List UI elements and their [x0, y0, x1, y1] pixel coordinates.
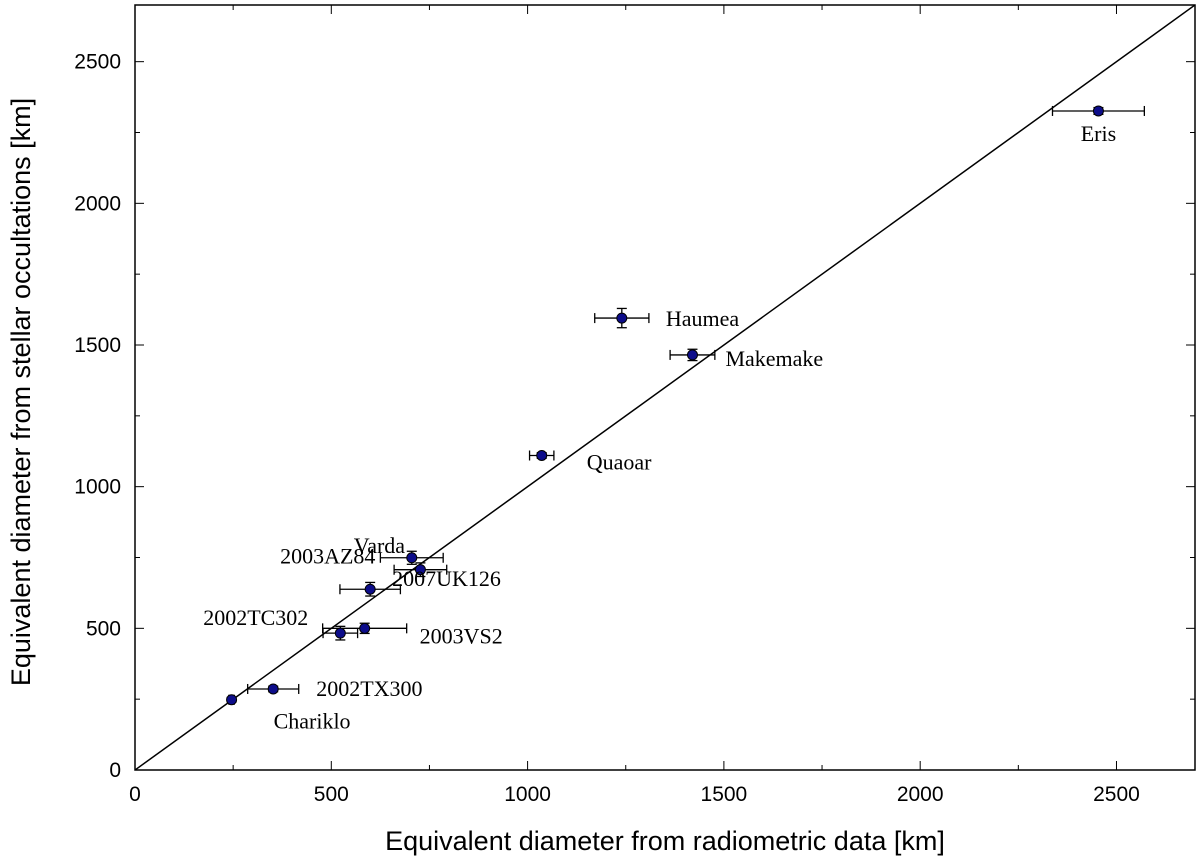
x-tick-label: 0: [129, 783, 141, 806]
x-tick-label: 1000: [504, 783, 551, 806]
x-axis-title: Equivalent diameter from radiometric dat…: [385, 826, 945, 856]
points-layer: [226, 105, 1104, 706]
point-label: Chariklo: [274, 709, 351, 734]
data-point: [406, 552, 418, 564]
reference-line-layer: [135, 5, 1195, 770]
data-point: [226, 694, 238, 706]
data-point: [536, 450, 548, 461]
point-label: 2003AZ84: [280, 544, 375, 569]
ticks-layer: 0 500 1000 1500 2000 2500 0 500 1000 1500 2000 2500: [74, 5, 1195, 806]
data-point: [364, 583, 376, 595]
x-tick-label: 500: [314, 783, 349, 806]
x-tick-label: 1500: [701, 783, 748, 806]
x-tick-label: 2000: [897, 783, 944, 806]
data-point: [359, 622, 371, 634]
y-tick-label: 2000: [74, 192, 121, 215]
point-label: Makemake: [725, 346, 823, 371]
point-label: Varda: [354, 533, 406, 558]
data-point: [414, 564, 426, 576]
y-tick-label: 1000: [74, 476, 121, 499]
data-point: [686, 349, 698, 361]
point-label: 2007UK126: [392, 566, 501, 591]
point-label: 2002TC302: [203, 605, 308, 630]
data-point: [1092, 105, 1104, 117]
data-point: [334, 627, 346, 639]
reference-line: [135, 5, 1195, 770]
y-axis-title: Equivalent diameter from stellar occulta…: [6, 98, 36, 686]
y-tick-label: 1500: [74, 334, 121, 357]
y-tick-label: 500: [86, 617, 121, 640]
point-label: 2002TX300: [316, 676, 422, 701]
point-label: Quaoar: [587, 450, 652, 475]
plot-frame: [134, 4, 1196, 771]
point-label: 2003VS2: [420, 623, 503, 648]
data-point: [267, 683, 279, 695]
point-label: Haumea: [666, 306, 740, 331]
point-label: Eris: [1081, 121, 1116, 146]
y-tick-label: 2500: [74, 51, 121, 74]
data-point: [616, 312, 628, 324]
error-bars-layer: [226, 105, 1146, 705]
y-tick-label: 0: [109, 759, 121, 782]
x-tick-label: 2500: [1093, 783, 1140, 806]
